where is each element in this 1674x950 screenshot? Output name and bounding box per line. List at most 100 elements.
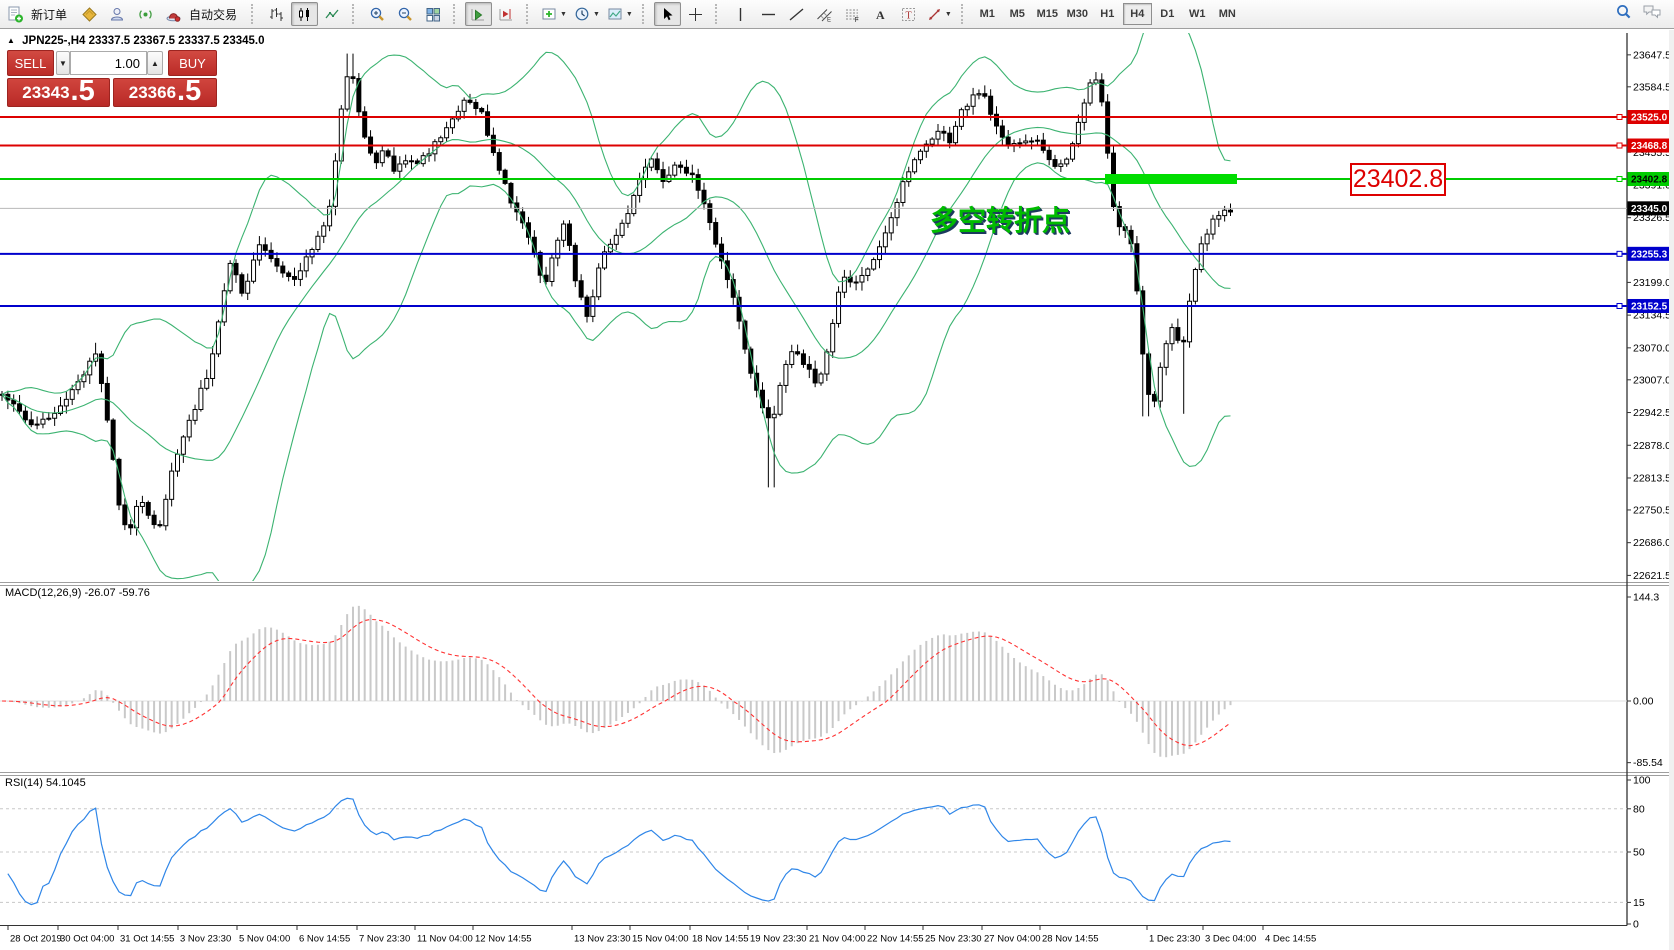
- tab-timeframe-h4[interactable]: H4: [1122, 3, 1152, 25]
- signals-icon[interactable]: [132, 2, 159, 26]
- autotrading-icon[interactable]: [160, 2, 187, 26]
- autotrading-button[interactable]: 自动交易: [189, 7, 238, 22]
- tab-timeframe-h1[interactable]: H1: [1100, 8, 1115, 20]
- search-icon[interactable]: [1615, 3, 1633, 26]
- svg-text:23255.3: 23255.3: [1631, 249, 1668, 260]
- rsi-indicator-label: RSI(14) 54.1045: [5, 777, 86, 789]
- sell-price-display[interactable]: 23343.5: [7, 77, 110, 107]
- tab-timeframe-w1[interactable]: W1: [1189, 8, 1206, 20]
- toolbar-grip: [714, 4, 723, 24]
- sell-button[interactable]: SELL: [7, 50, 54, 76]
- tab-timeframe-m15[interactable]: M15: [1036, 8, 1058, 20]
- svg-text:50: 50: [1633, 847, 1645, 859]
- svg-text:13 Nov 23:30: 13 Nov 23:30: [574, 934, 631, 945]
- toolbar-grip: [453, 4, 461, 24]
- trendline-tool-icon[interactable]: [783, 2, 810, 26]
- buy-button-label: BUY: [179, 55, 206, 71]
- tab-timeframe-d1[interactable]: D1: [1160, 8, 1175, 20]
- main-toolbar: 新订单 自动交易 ▼ ▼ ▼ E F A T ▼ M1 M5: [0, 0, 1674, 29]
- svg-text:22686.0: 22686.0: [1633, 537, 1671, 549]
- svg-text:0.00: 0.00: [1633, 696, 1654, 708]
- svg-text:15: 15: [1633, 897, 1645, 909]
- svg-text:1 Dec 23:30: 1 Dec 23:30: [1149, 934, 1200, 945]
- chevron-down-icon: ▼: [592, 10, 600, 18]
- metaeditor-icon[interactable]: [76, 2, 103, 26]
- buy-price-display[interactable]: 23366.5: [113, 75, 217, 107]
- buy-price-frac: .5: [177, 75, 202, 107]
- tab-timeframe-m30[interactable]: M30: [1066, 8, 1088, 20]
- svg-text:23647.5: 23647.5: [1633, 49, 1671, 61]
- svg-text:5 Nov 04:00: 5 Nov 04:00: [239, 934, 290, 945]
- svg-text:E: E: [827, 17, 831, 23]
- svg-text:4 Dec 14:55: 4 Dec 14:55: [1265, 934, 1316, 945]
- svg-text:22942.5: 22942.5: [1633, 407, 1671, 419]
- volume-decrease-button[interactable]: ▼: [56, 51, 70, 75]
- svg-text:12 Nov 14:55: 12 Nov 14:55: [475, 934, 532, 945]
- svg-text:23525.0: 23525.0: [1631, 113, 1668, 124]
- line-chart-icon[interactable]: [319, 2, 346, 26]
- cursor-tool-icon[interactable]: [653, 2, 681, 26]
- tile-windows-icon[interactable]: [420, 2, 447, 26]
- volume-increase-button[interactable]: ▲: [147, 51, 163, 75]
- svg-text:0: 0: [1633, 919, 1639, 931]
- fibonacci-tool-icon[interactable]: F: [839, 2, 866, 26]
- sell-button-label: SELL: [14, 55, 47, 71]
- zoom-out-icon[interactable]: [392, 2, 419, 26]
- tab-timeframe-m5[interactable]: M5: [1009, 8, 1025, 20]
- svg-text:30 Oct 04:00: 30 Oct 04:00: [60, 934, 114, 945]
- channel-tool-icon[interactable]: E: [811, 2, 838, 26]
- volume-input[interactable]: [70, 51, 147, 75]
- svg-text:23584.5: 23584.5: [1633, 81, 1671, 93]
- svg-text:11 Nov 04:00: 11 Nov 04:00: [417, 934, 473, 945]
- buy-button[interactable]: BUY: [168, 50, 217, 76]
- auto-scroll-icon[interactable]: [465, 2, 493, 26]
- svg-text:22 Nov 14:55: 22 Nov 14:55: [867, 934, 924, 945]
- toolbar-grip: [641, 4, 650, 24]
- svg-text:18 Nov 14:55: 18 Nov 14:55: [692, 934, 749, 945]
- svg-text:80: 80: [1633, 803, 1645, 815]
- symbol-period-label: JPN225-,H4: [22, 35, 86, 47]
- bar-chart-icon[interactable]: [263, 2, 290, 26]
- text-tool-icon[interactable]: A: [867, 2, 894, 26]
- tab-timeframe-mn[interactable]: MN: [1218, 8, 1236, 20]
- svg-text:-85.54: -85.54: [1633, 757, 1663, 769]
- chart-shift-icon[interactable]: [493, 2, 520, 26]
- crosshair-tool-icon[interactable]: [682, 2, 709, 26]
- svg-text:28 Oct 2019: 28 Oct 2019: [10, 934, 62, 945]
- new-order-icon[interactable]: [2, 2, 29, 26]
- chevron-down-icon: ▼: [944, 10, 952, 18]
- text-label-tool-icon[interactable]: T: [895, 2, 922, 26]
- collapse-arrow-icon[interactable]: ▲: [7, 36, 15, 45]
- svg-text:144.3: 144.3: [1633, 592, 1659, 604]
- window-edge: [1669, 30, 1674, 950]
- horizontal-line-tool-icon[interactable]: [755, 2, 782, 26]
- svg-text:15 Nov 04:00: 15 Nov 04:00: [632, 934, 689, 945]
- zoom-in-icon[interactable]: [364, 2, 391, 26]
- chat-icon[interactable]: [1642, 3, 1662, 26]
- tab-timeframe-m1[interactable]: M1: [979, 8, 995, 20]
- svg-text:25 Nov 23:30: 25 Nov 23:30: [925, 934, 982, 945]
- sell-price-main: 23343: [22, 83, 70, 102]
- candlestick-chart-icon[interactable]: [291, 2, 319, 26]
- svg-text:23007.0: 23007.0: [1633, 374, 1671, 386]
- svg-text:6 Nov 14:55: 6 Nov 14:55: [299, 934, 350, 945]
- periods-menu-button[interactable]: ▼: [571, 2, 603, 26]
- svg-text:22621.5: 22621.5: [1633, 570, 1671, 582]
- toolbar-right: [1615, 3, 1662, 26]
- chart-title: ▲ JPN225-,H4 23337.5 23367.5 23337.5 233…: [7, 35, 265, 47]
- chart-annotation-text: 多空转折点: [930, 205, 1071, 236]
- price-level-tag: 23402.8: [1350, 163, 1446, 196]
- indicators-menu-button[interactable]: ▼: [538, 2, 570, 26]
- svg-text:23345.0: 23345.0: [1631, 204, 1668, 215]
- new-order-button[interactable]: 新订单: [31, 7, 68, 22]
- arrows-tool-button[interactable]: ▼: [923, 2, 955, 26]
- chevron-down-icon: ▼: [59, 58, 67, 68]
- chevron-down-icon: ▼: [560, 10, 567, 18]
- svg-text:T: T: [905, 10, 911, 21]
- vertical-line-tool-icon[interactable]: [727, 2, 754, 26]
- svg-text:23070.0: 23070.0: [1633, 342, 1671, 354]
- profile-icon[interactable]: [104, 2, 131, 26]
- templates-menu-button[interactable]: ▼: [604, 2, 636, 26]
